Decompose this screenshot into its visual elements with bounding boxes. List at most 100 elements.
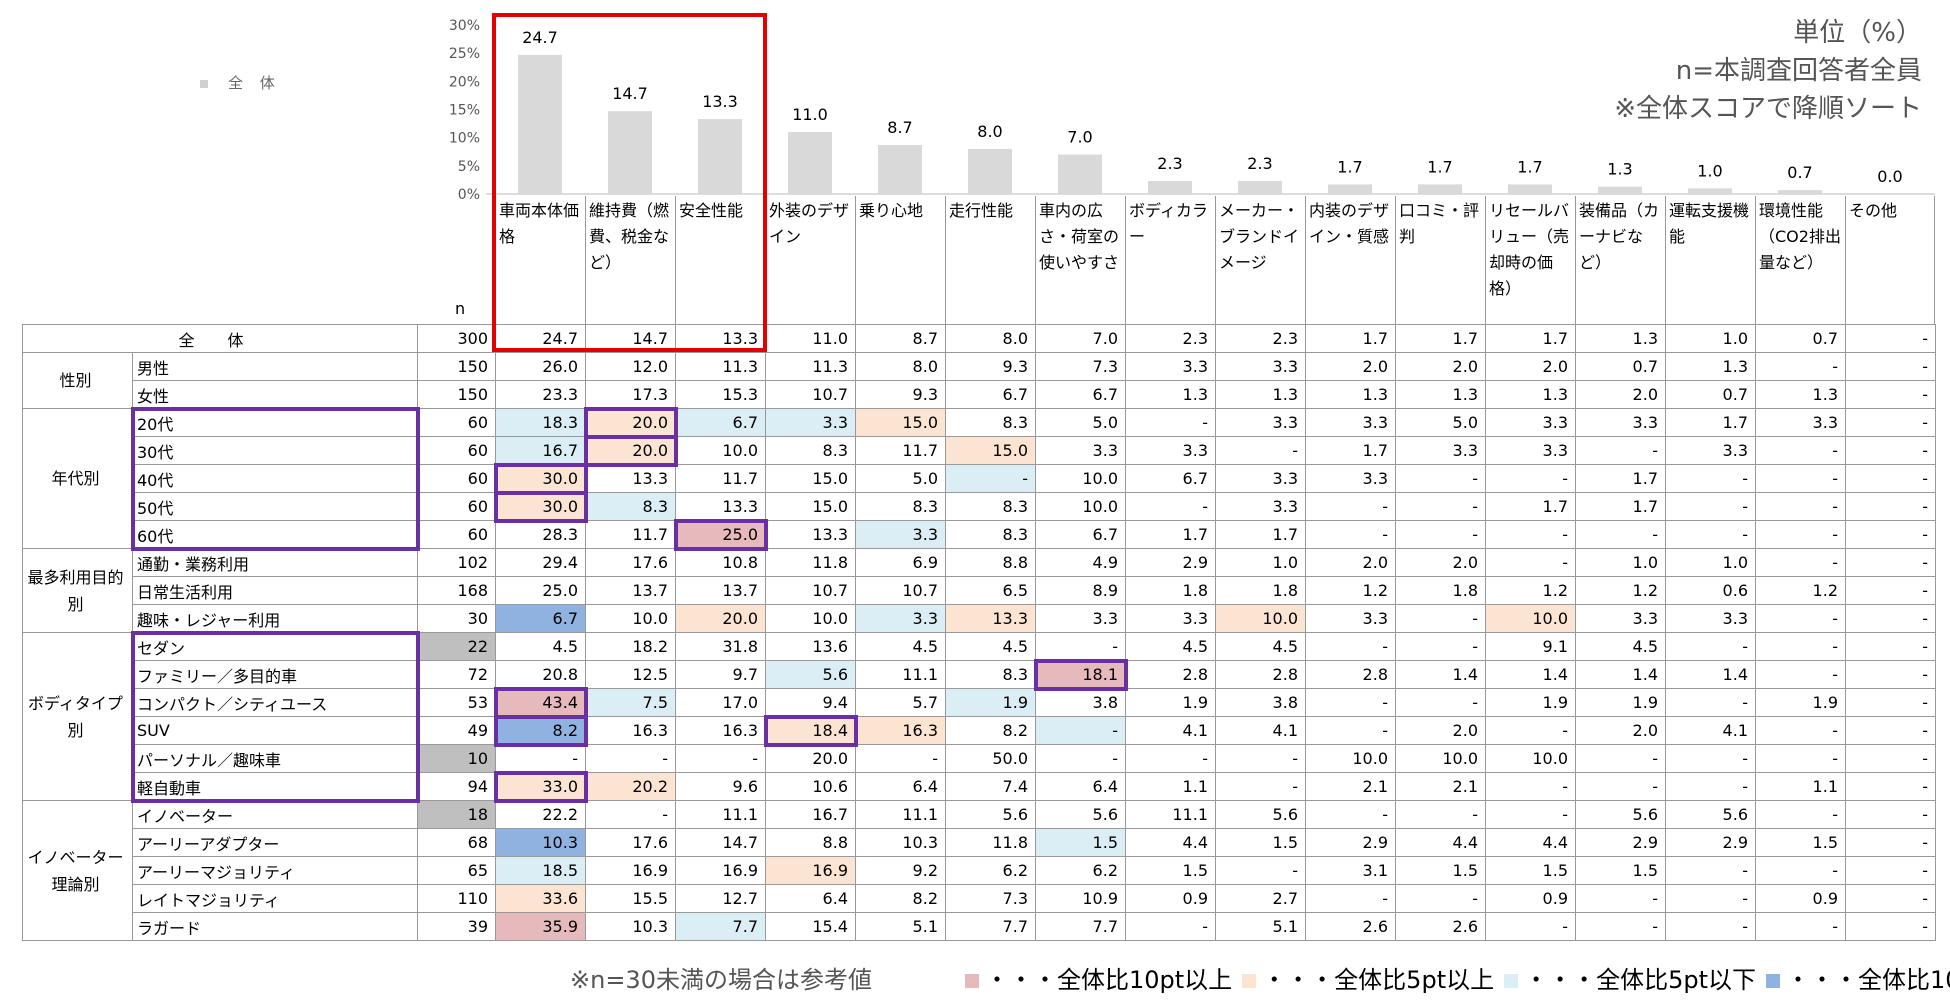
y-tick-label: 10% [449, 131, 480, 147]
value-cell: - [1845, 660, 1936, 689]
value-cell: 10.0 [1485, 744, 1576, 773]
value-cell: - [1755, 352, 1846, 381]
table-row: SUV 49 8.2 16.3 16.3 18.4 16.3 8.2-4.1 4.1-2.0-2… [23, 716, 1936, 745]
value-cell: 16.3 [585, 716, 676, 745]
value-cell: 1.3 [1665, 352, 1756, 381]
value-cell: 28.3 [495, 520, 586, 549]
n-cell: 300 [417, 324, 496, 353]
bar-value-label: 2.3 [1157, 154, 1182, 173]
n-cell: 60 [417, 408, 496, 437]
total-label: 全 体 [22, 324, 418, 353]
value-cell: 2.0 [1305, 352, 1396, 381]
value-cell: 11.3 [765, 352, 856, 381]
value-cell: 10.7 [765, 380, 856, 409]
table-row: アーリーアダプター 68 10.3 17.6 14.7 8.8 10.3 11.8 1.5 4.4… [23, 828, 1936, 857]
value-cell: 18.1 [1035, 660, 1126, 689]
value-cell: - [1215, 436, 1306, 465]
value-cell: - [1845, 520, 1936, 549]
n-cell: 39 [417, 912, 496, 941]
value-cell: 1.7 [1665, 408, 1756, 437]
value-cell: 5.7 [855, 688, 946, 717]
value-cell: 6.7 [1035, 520, 1126, 549]
value-cell: 10.8 [675, 548, 766, 577]
value-cell: - [1395, 464, 1486, 493]
value-cell: 16.7 [765, 800, 856, 829]
bar [1148, 181, 1192, 194]
value-cell: - [1575, 744, 1666, 773]
value-cell: 7.7 [675, 912, 766, 941]
value-cell: - [1845, 688, 1936, 717]
value-cell: 0.7 [1755, 324, 1846, 353]
segment-label: 60代 [132, 520, 418, 549]
value-cell: 11.7 [855, 436, 946, 465]
value-cell: 22.2 [495, 800, 586, 829]
value-cell: 4.5 [1125, 632, 1216, 661]
value-cell: - [1575, 520, 1666, 549]
bar-value-label: 0.7 [1787, 163, 1812, 182]
value-cell: - [1485, 464, 1576, 493]
bar [788, 132, 832, 194]
value-cell: 1.1 [1125, 772, 1216, 801]
value-cell: 3.3 [765, 408, 856, 437]
value-cell: 15.0 [765, 492, 856, 521]
bar [1598, 186, 1642, 194]
value-cell: 13.3 [945, 604, 1036, 633]
n-cell: 110 [417, 884, 496, 913]
value-cell: - [1395, 884, 1486, 913]
value-cell: 4.1 [1125, 716, 1216, 745]
value-cell: 10.0 [1215, 604, 1306, 633]
table-row: 年代別 20代 60 18.3 20.0 6.7 3.3 15.0 8.3 5.0-3.3 3.3 5… [22, 408, 1936, 549]
value-cell: 10.7 [855, 576, 946, 605]
value-cell: - [1845, 632, 1936, 661]
value-cell: 10.3 [855, 828, 946, 857]
legend-swatch [965, 974, 979, 988]
table-row: ファミリー／多目的車 72 20.8 12.5 9.7 5.6 11.1 8.3 18.1 2.8… [23, 660, 1936, 689]
value-cell: - [1395, 520, 1486, 549]
value-cell: 1.5 [1395, 856, 1486, 885]
value-cell: 4.5 [1215, 632, 1306, 661]
category-label: 走行性能 [945, 196, 1035, 324]
value-cell: 15.0 [765, 464, 856, 493]
value-cell: - [1305, 800, 1396, 829]
value-cell: 4.4 [1125, 828, 1216, 857]
bar-value-label: 14.7 [612, 84, 648, 103]
value-cell: 35.9 [495, 912, 586, 941]
table-row: 30代 60 16.7 20.0 10.0 8.3 11.7 15.0 3.3 3.3-1.7 3.… [23, 436, 1936, 465]
value-cell: - [1755, 716, 1846, 745]
value-cell: 1.7 [1575, 492, 1666, 521]
bar [968, 148, 1012, 194]
value-cell: 17.3 [585, 380, 676, 409]
segment-label: アーリーマジョリティ [132, 856, 418, 885]
value-cell: 4.5 [855, 632, 946, 661]
value-cell: 8.8 [945, 548, 1036, 577]
value-cell: 2.0 [1395, 352, 1486, 381]
value-cell: 3.3 [1305, 604, 1396, 633]
value-cell: - [1755, 520, 1846, 549]
value-cell: 16.7 [495, 436, 586, 465]
table-row: コンパクト／シティユース 53 43.4 7.5 17.0 9.4 5.7 1.9 3.8 1.9… [23, 688, 1936, 717]
value-cell: 3.3 [1485, 408, 1576, 437]
value-cell: 18.3 [495, 408, 586, 437]
value-cell: 0.7 [1575, 352, 1666, 381]
bar-value-label: 7.0 [1067, 128, 1092, 147]
bar-value-label: 8.7 [887, 118, 912, 137]
value-cell: - [1845, 604, 1936, 633]
value-cell: 1.7 [1575, 464, 1666, 493]
category-label: 内装のデザイン・質感 [1305, 196, 1395, 324]
value-cell: - [1755, 800, 1846, 829]
value-cell: - [1845, 772, 1936, 801]
value-cell: 3.3 [1215, 492, 1306, 521]
value-cell: - [1665, 772, 1756, 801]
value-cell: 3.3 [855, 520, 946, 549]
value-cell: 2.0 [1395, 716, 1486, 745]
value-cell: - [1845, 912, 1936, 941]
group-label: ボディタイプ別 [22, 632, 133, 801]
value-cell: 6.2 [1035, 856, 1126, 885]
value-cell: 10.3 [495, 828, 586, 857]
value-cell: 31.8 [675, 632, 766, 661]
value-cell: 15.4 [765, 912, 856, 941]
value-cell: 16.3 [855, 716, 946, 745]
value-cell: 6.4 [1035, 772, 1126, 801]
value-cell: 3.3 [1575, 604, 1666, 633]
series-legend: 全 体 [200, 72, 281, 93]
